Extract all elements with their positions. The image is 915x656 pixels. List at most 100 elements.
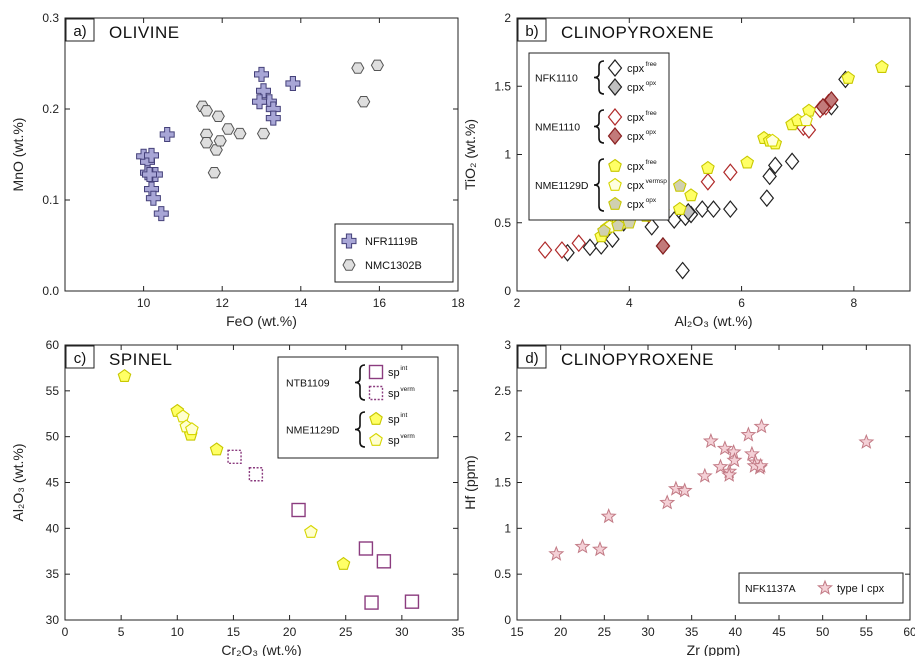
legend-label: cpx bbox=[627, 112, 645, 124]
legend-brace bbox=[593, 109, 605, 144]
x-tick-label: 45 bbox=[772, 625, 786, 639]
data-point bbox=[721, 466, 738, 482]
data-point bbox=[799, 113, 813, 127]
panel-d: 15 20 25 30 35 40 45 50 55 60 0 0.5 1 1.5 2 2.5 3 Zr (ppm… bbox=[462, 338, 915, 656]
legend-label: sp bbox=[388, 414, 400, 426]
x-tick-label: 5 bbox=[118, 625, 125, 639]
y-tick-label: 1.5 bbox=[494, 79, 511, 93]
data-point bbox=[357, 96, 371, 108]
y-tick-label: 0.3 bbox=[42, 11, 59, 25]
panel-title: OLIVINE bbox=[109, 23, 180, 42]
data-point bbox=[199, 105, 214, 117]
y-axis-label: Al₂O₃ (wt.%) bbox=[10, 443, 26, 521]
y-tick-label: 0 bbox=[504, 284, 511, 298]
data-point bbox=[358, 541, 374, 556]
legend-brace bbox=[354, 411, 366, 448]
data-point bbox=[145, 190, 161, 206]
legend-label-superscript: free bbox=[646, 110, 658, 117]
panel-letter-box bbox=[65, 18, 95, 42]
data-point bbox=[213, 135, 227, 147]
x-tick-label: 0 bbox=[62, 625, 69, 639]
legend-marker bbox=[368, 364, 384, 380]
panel-b: 2 4 6 8 0 0.5 1 1.5 2 Al₂O₃ (wt.%) TiO₂ (wt.%) b) CL… bbox=[462, 11, 911, 329]
y-tick-label: 2 bbox=[504, 430, 511, 444]
data-point bbox=[537, 241, 553, 260]
legend-label-superscript: int bbox=[400, 365, 407, 372]
legend-marker bbox=[341, 233, 357, 249]
data-point bbox=[611, 218, 625, 232]
data-point bbox=[701, 160, 715, 174]
legend-label: cpx bbox=[627, 82, 645, 94]
x-tick-label: 15 bbox=[227, 625, 241, 639]
legend-marker bbox=[607, 59, 623, 77]
data-point bbox=[144, 147, 159, 163]
x-tick-label: 15 bbox=[510, 625, 524, 639]
legend-label-superscript: int bbox=[400, 412, 407, 419]
data-point bbox=[176, 409, 190, 423]
x-tick-label: 25 bbox=[339, 625, 353, 639]
x-tick-label: 8 bbox=[851, 296, 858, 310]
legend-label-superscript: verm bbox=[400, 386, 414, 393]
x-tick-label: 30 bbox=[395, 625, 409, 639]
legend-marker bbox=[816, 579, 834, 595]
data-point bbox=[582, 238, 598, 257]
data-point bbox=[694, 200, 710, 219]
legend-label: NFR1119B bbox=[365, 236, 418, 248]
x-axis-label: Cr₂O₃ (wt.%) bbox=[221, 642, 301, 656]
legend: NFK1137A type I cpx bbox=[738, 572, 904, 604]
panel-letter: d) bbox=[525, 350, 538, 367]
x-axis-label: Zr (ppm) bbox=[687, 642, 741, 656]
y-tick-label: 60 bbox=[46, 338, 60, 352]
data-point bbox=[723, 200, 738, 219]
y-tick-label: 1.5 bbox=[494, 476, 511, 490]
data-point bbox=[291, 502, 306, 518]
legend-marker bbox=[369, 411, 383, 425]
legend-label: sp bbox=[388, 388, 400, 400]
data-point bbox=[759, 189, 775, 208]
legend-box bbox=[277, 356, 439, 459]
data-point bbox=[700, 172, 716, 191]
series-1 bbox=[227, 449, 264, 482]
data-point bbox=[752, 457, 769, 473]
data-point bbox=[554, 241, 570, 260]
data-point bbox=[199, 137, 214, 149]
data-point bbox=[252, 94, 267, 110]
data-point bbox=[233, 127, 247, 140]
legend-sample-name: NME1129D bbox=[286, 425, 340, 437]
y-tick-label: 45 bbox=[46, 476, 60, 490]
legend-label: type I cpx bbox=[837, 583, 885, 595]
legend-sample-name: NME1129D bbox=[535, 180, 589, 192]
x-tick-label: 6 bbox=[738, 296, 745, 310]
series-1 bbox=[195, 59, 384, 179]
data-point bbox=[548, 545, 565, 561]
y-tick-label: 3 bbox=[504, 338, 511, 352]
data-point bbox=[676, 482, 693, 498]
data-point bbox=[265, 110, 281, 126]
data-point bbox=[211, 110, 225, 122]
legend-label: cpx bbox=[627, 199, 645, 211]
legend-label-superscript: vermsp bbox=[646, 178, 668, 185]
data-point bbox=[351, 62, 365, 74]
data-point bbox=[875, 59, 889, 73]
legend-sample-name: NME1110 bbox=[535, 122, 580, 134]
x-tick-label: 18 bbox=[451, 296, 465, 310]
panel-title: CLINOPYROXENE bbox=[561, 23, 714, 42]
x-tick-label: 40 bbox=[729, 625, 743, 639]
panel-letter: a) bbox=[73, 23, 86, 40]
x-tick-label: 10 bbox=[137, 296, 151, 310]
x-tick-label: 30 bbox=[641, 625, 655, 639]
x-tick-label: 20 bbox=[554, 625, 568, 639]
data-point bbox=[574, 538, 591, 554]
legend-marker bbox=[607, 78, 623, 96]
data-point bbox=[753, 418, 770, 434]
data-point bbox=[767, 156, 783, 175]
data-point bbox=[815, 97, 831, 116]
legend-label: cpx bbox=[627, 63, 645, 75]
data-point bbox=[227, 449, 242, 465]
legend-brace bbox=[354, 364, 366, 401]
legend-brace bbox=[593, 158, 605, 212]
legend-box bbox=[334, 223, 454, 283]
